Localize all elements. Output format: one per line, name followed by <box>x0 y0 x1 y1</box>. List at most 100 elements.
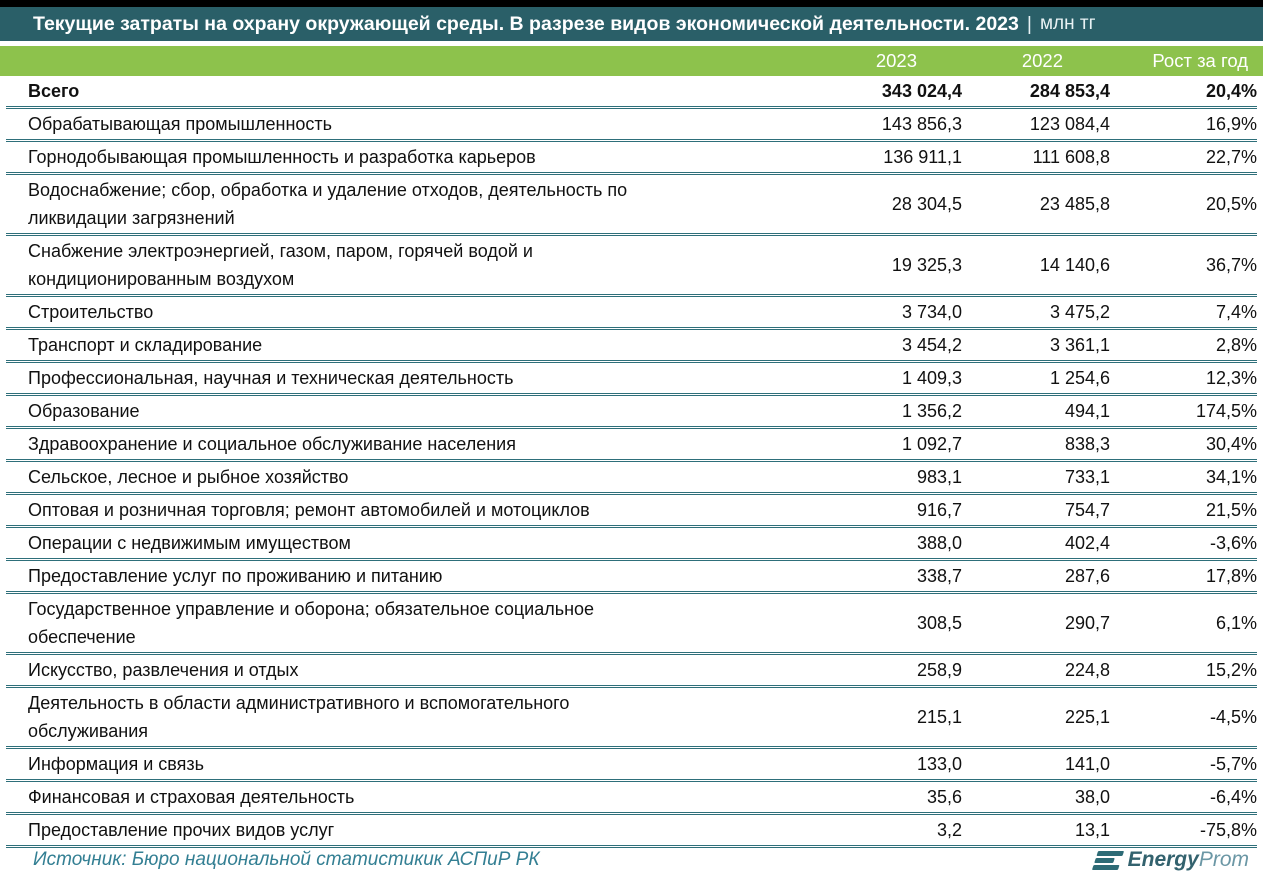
row-value-2023: 3,2 <box>936 820 962 840</box>
row-label: Всего <box>28 81 80 101</box>
row-value-2023: 258,9 <box>916 660 962 680</box>
row-value-growth: 36,7% <box>1205 255 1257 275</box>
row-label: Образование <box>28 401 140 421</box>
column-header-2022: 2022 <box>1021 50 1063 71</box>
logo-energy-word: Energy <box>1127 848 1199 871</box>
row-value-2022: 287,6 <box>1064 566 1110 586</box>
row-label: Деятельность в области административного… <box>28 693 570 741</box>
row-label: Транспорт и складирование <box>28 335 263 355</box>
source-note: Источник: Бюро национальной статистикик … <box>33 849 540 870</box>
row-label: Профессиональная, научная и техническая … <box>28 368 514 388</box>
table-row: Деятельность в области административного… <box>6 688 1257 749</box>
top-border-strip <box>0 0 1263 7</box>
row-value-2022: 224,8 <box>1064 660 1110 680</box>
row-value-growth: -6,4% <box>1209 787 1257 807</box>
table-row: Обрабатывающая промышленность 143 856,3 … <box>6 109 1257 142</box>
row-value-2023: 133,0 <box>916 754 962 774</box>
row-value-2022: 141,0 <box>1064 754 1110 774</box>
table-row: Информация и связь 133,0 141,0 -5,7% <box>6 749 1257 782</box>
title-gap <box>0 41 1263 46</box>
row-value-2022: 3 475,2 <box>1049 302 1110 322</box>
row-value-2022: 733,1 <box>1064 467 1110 487</box>
logo-prom-word: Prom <box>1198 848 1249 871</box>
row-value-2022: 1 254,6 <box>1049 368 1110 388</box>
row-label: Оптовая и розничная торговля; ремонт авт… <box>28 500 590 520</box>
row-label: Операции с недвижимым имуществом <box>28 533 351 553</box>
table-row: Операции с недвижимым имуществом 388,0 4… <box>6 528 1257 561</box>
row-label: Предоставление прочих видов услуг <box>28 820 335 840</box>
row-value-2022: 38,0 <box>1074 787 1110 807</box>
row-label: Предоставление услуг по проживанию и пит… <box>28 566 443 586</box>
row-value-growth: -3,6% <box>1209 533 1257 553</box>
row-value-2022: 13,1 <box>1074 820 1110 840</box>
row-value-growth: 12,3% <box>1205 368 1257 388</box>
row-value-2023: 136 911,1 <box>883 147 962 167</box>
row-value-2023: 3 454,2 <box>901 335 962 355</box>
row-value-2022: 111 608,8 <box>1032 147 1110 167</box>
table-row: Предоставление услуг по проживанию и пит… <box>6 561 1257 594</box>
row-value-2023: 28 304,5 <box>891 194 962 214</box>
row-value-2022: 23 485,8 <box>1039 194 1110 214</box>
row-label: Строительство <box>28 302 154 322</box>
title-unit: млн тг <box>1039 13 1096 34</box>
title-separator: | <box>1026 12 1032 35</box>
row-value-2022: 494,1 <box>1064 401 1110 421</box>
table-row: Горнодобывающая промышленность и разрабо… <box>6 142 1257 175</box>
energyprom-logo-text: EnergyProm <box>1128 848 1249 872</box>
row-value-2022: 838,3 <box>1064 434 1110 454</box>
row-value-2023: 1 092,7 <box>901 434 962 454</box>
row-value-2023: 338,7 <box>916 566 962 586</box>
energyprom-logo-icon <box>1091 850 1124 870</box>
table-row: Строительство 3 734,0 3 475,2 7,4% <box>6 297 1257 330</box>
row-value-2023: 215,1 <box>916 707 962 727</box>
page-title: Текущие затраты на охрану окружающей сре… <box>33 12 1019 35</box>
row-value-2023: 983,1 <box>916 467 962 487</box>
column-header-2023: 2023 <box>875 50 917 71</box>
row-value-2023: 143 856,3 <box>881 114 962 134</box>
row-value-growth: -4,5% <box>1209 707 1257 727</box>
row-value-growth: 20,4% <box>1205 81 1257 101</box>
row-value-2022: 284 853,4 <box>1029 81 1110 101</box>
row-value-growth: 174,5% <box>1195 401 1257 421</box>
row-value-2022: 402,4 <box>1064 533 1110 553</box>
row-label: Снабжение электроэнергией, газом, паром,… <box>28 241 533 289</box>
row-value-2022: 225,1 <box>1064 707 1110 727</box>
row-label: Сельское, лесное и рыбное хозяйство <box>28 467 349 487</box>
row-value-2022: 3 361,1 <box>1049 335 1110 355</box>
table-column-header: 2023 2022 Рост за год <box>0 46 1263 76</box>
row-value-2022: 14 140,6 <box>1039 255 1110 275</box>
table-row: Сельское, лесное и рыбное хозяйство 983,… <box>6 462 1257 495</box>
row-value-2022: 754,7 <box>1064 500 1110 520</box>
row-value-growth: 30,4% <box>1205 434 1257 454</box>
energyprom-logo: EnergyProm <box>1091 848 1249 872</box>
row-value-2023: 3 734,0 <box>901 302 962 322</box>
row-label: Обрабатывающая промышленность <box>28 114 333 134</box>
row-value-2023: 19 325,3 <box>891 255 962 275</box>
row-value-growth: -75,8% <box>1199 820 1257 840</box>
row-value-growth: 7,4% <box>1215 302 1257 322</box>
table-row: Образование 1 356,2 494,1 174,5% <box>6 396 1257 429</box>
table-row: Профессиональная, научная и техническая … <box>6 363 1257 396</box>
table-row: Водоснабжение; сбор, обработка и удалени… <box>6 175 1257 236</box>
row-value-2023: 308,5 <box>916 613 962 633</box>
row-value-growth: 17,8% <box>1205 566 1257 586</box>
row-value-growth: 15,2% <box>1205 660 1257 680</box>
row-value-growth: 6,1% <box>1215 613 1257 633</box>
table-row: Оптовая и розничная торговля; ремонт авт… <box>6 495 1257 528</box>
row-value-growth: 34,1% <box>1205 467 1257 487</box>
row-value-2023: 343 024,4 <box>881 81 962 101</box>
table-row: Здравоохранение и социальное обслуживани… <box>6 429 1257 462</box>
row-label: Искусство, развлечения и отдых <box>28 660 299 680</box>
row-value-growth: 20,5% <box>1205 194 1257 214</box>
table-row-total: Всего 343 024,4 284 853,4 20,4% <box>6 76 1257 109</box>
row-label: Финансовая и страховая деятельность <box>28 787 355 807</box>
footer: Источник: Бюро национальной статистикик … <box>0 848 1263 872</box>
table-row: Государственное управление и оборона; об… <box>6 594 1257 655</box>
row-value-2022: 123 084,4 <box>1029 114 1110 134</box>
table-row: Финансовая и страховая деятельность 35,6… <box>6 782 1257 815</box>
row-label: Водоснабжение; сбор, обработка и удалени… <box>28 180 628 228</box>
row-value-2023: 35,6 <box>926 787 962 807</box>
row-value-2023: 1 409,3 <box>901 368 962 388</box>
row-value-growth: 16,9% <box>1205 114 1257 134</box>
